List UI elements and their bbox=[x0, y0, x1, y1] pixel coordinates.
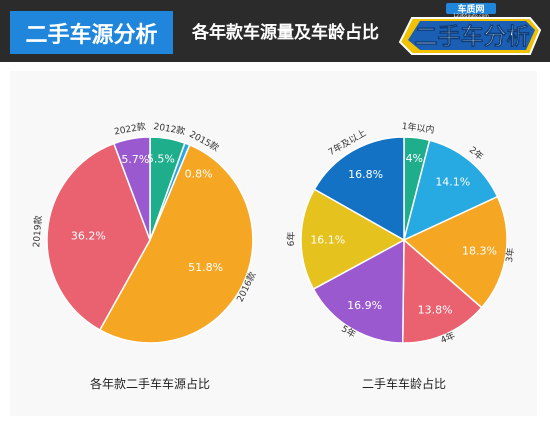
age-slice-1 bbox=[402, 139, 499, 242]
year-slice-4 bbox=[112, 136, 151, 241]
age-slice-5 bbox=[300, 188, 406, 291]
year-value-label-1: 0.8% bbox=[185, 168, 213, 181]
age-value-label-6: 16.8% bbox=[348, 168, 383, 181]
chart-caption-left: 各年款二手车车源占比 bbox=[90, 377, 211, 391]
year-value-label-4: 5.7% bbox=[121, 153, 149, 166]
age-slice-3 bbox=[401, 238, 483, 344]
year-value-label-3: 36.2% bbox=[71, 229, 106, 242]
header-bar: 二手车源分析 各年款车源量及车龄占比 车质网 12365auto.com 二手车… bbox=[0, 0, 550, 62]
age-value-label-0: 4% bbox=[406, 152, 423, 165]
logo-site-name: 车质网 bbox=[457, 3, 484, 15]
age-slice-6 bbox=[313, 136, 405, 242]
year-category-label-3: 2019款 bbox=[30, 215, 44, 248]
year-value-label-2: 51.8% bbox=[188, 261, 223, 274]
age-value-label-5: 16.1% bbox=[310, 233, 345, 246]
age-slice-4 bbox=[312, 238, 405, 344]
age-value-label-4: 16.9% bbox=[347, 299, 382, 312]
year-value-label-0: 5.5% bbox=[147, 152, 175, 165]
page-title: 二手车源分析 bbox=[25, 22, 158, 48]
page-subtitle: 各年款车源量及车龄占比 bbox=[192, 23, 379, 43]
age-category-label-0: 1年以内 bbox=[401, 120, 435, 136]
age-category-label-5: 6年 bbox=[285, 232, 297, 247]
age-category-label-2: 3年 bbox=[503, 247, 517, 263]
chart-caption-right: 二手车车龄占比 bbox=[362, 377, 447, 391]
year-category-label-4: 2022款 bbox=[113, 120, 147, 138]
year-category-label-0: 2012款 bbox=[153, 120, 186, 137]
title-box: 二手车源分析 bbox=[10, 11, 173, 54]
age-value-label-3: 13.8% bbox=[418, 304, 453, 317]
age-value-label-1: 14.1% bbox=[435, 175, 470, 188]
year-slice-3 bbox=[46, 142, 151, 331]
age-slice-2 bbox=[402, 195, 508, 309]
logo-site-url: 12365auto.com bbox=[453, 13, 488, 19]
logo-tagline: 二手车分析 bbox=[415, 23, 530, 50]
age-value-label-2: 18.3% bbox=[462, 245, 497, 258]
year-slice-2 bbox=[98, 143, 254, 344]
site-logo: 车质网 12365auto.com 二手车分析 bbox=[398, 3, 542, 55]
